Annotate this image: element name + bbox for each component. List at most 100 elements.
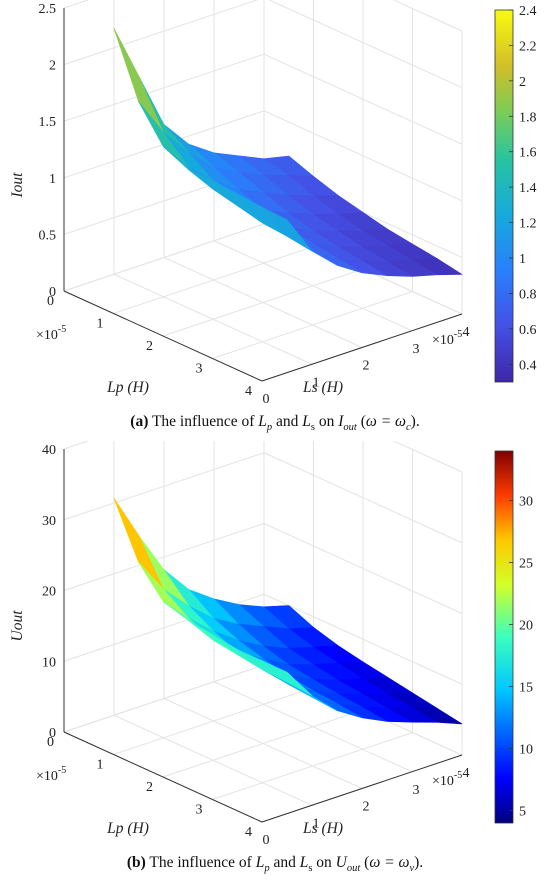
z-tick-label: 2 — [49, 59, 56, 74]
y-axis-exponent-base: ×10 — [36, 328, 58, 343]
y-axis-label: Lp (H) — [106, 820, 149, 837]
x-axis-line — [261, 754, 463, 823]
x-tick-label: 3 — [413, 342, 420, 357]
y-tick-label: 4 — [245, 825, 252, 840]
floor-grid-line — [212, 291, 413, 359]
wall-grid-line — [392, 0, 463, 32]
panel-b: 0 10 20 30 40 0 1 2 3 4 0 1 2 3 4 ×10-5 ×10-5 Uout Lp (H) L… — [0, 441, 550, 881]
y-tick-label: 2 — [146, 780, 153, 795]
y-axis-exponent: ×10-5 — [36, 324, 66, 343]
caption-a: (a) The influence of Lp and Ls on Iout (… — [130, 413, 420, 434]
y-axis-line — [63, 731, 263, 823]
y-tick-label: 4 — [245, 384, 252, 399]
axes — [63, 8, 463, 382]
y-tick-label: 1 — [97, 317, 104, 332]
colorbar — [494, 450, 514, 824]
x-tick-label: 2 — [363, 800, 370, 815]
z-tick-label: 10 — [42, 655, 56, 670]
colorbar-tick-label: 5 — [519, 805, 526, 820]
panel-a: 0 0.5 1 1.5 2 2.5 0 1 2 3 4 0 1 2 3 4 ×10-5 ×10-5 Iout Lp (… — [0, 0, 550, 440]
floor-grid-line — [162, 709, 364, 778]
y-axis-label: Lp (H) — [106, 379, 149, 396]
wall-grid-line — [263, 110, 463, 202]
y-tick-label: 0 — [47, 294, 54, 309]
colorbar-tick-label: 0.6 — [519, 323, 537, 338]
surface — [113, 27, 463, 277]
y-axis-exponent-base: ×10 — [36, 769, 58, 784]
wall-grid-line — [263, 53, 463, 145]
colorbar-tick-label: 10 — [519, 743, 533, 758]
z-tick-label: 1 — [49, 172, 56, 187]
wall-grid-line — [268, 0, 463, 89]
x-tick-label: 0 — [263, 392, 270, 407]
z-tick-label: 2.5 — [39, 2, 57, 17]
axes — [63, 449, 463, 823]
x-axis-exponent: ×10-5 — [432, 770, 462, 789]
y-tick-label: 3 — [196, 803, 203, 818]
x-tick-label: 4 — [463, 766, 470, 781]
y-axis-line — [63, 290, 263, 382]
z-tick-label: 30 — [42, 514, 56, 529]
z-tick-label: 40 — [42, 443, 56, 458]
surface-patch — [261, 660, 313, 696]
x-axis-label: Ls (H) — [302, 820, 343, 837]
x-tick-label: 3 — [413, 783, 420, 798]
wall-grid-line — [263, 523, 463, 614]
colorbar-tick-label: 20 — [519, 619, 533, 634]
wall-grid-line — [63, 664, 265, 733]
y-tick-label: 1 — [97, 758, 104, 773]
y-tick-label: 0 — [47, 735, 54, 750]
wall-grid-line — [263, 593, 463, 685]
wall-grid-line — [63, 53, 265, 122]
x-tick-label: 0 — [263, 833, 270, 848]
z-tick-label: 0 — [49, 726, 56, 741]
colorbar-tick-label: 25 — [519, 557, 533, 572]
colorbar-tick-label: 1.4 — [519, 181, 537, 196]
colorbar-ticks: 0.4 0.6 0.8 1 1.2 1.4 1.6 1.8 2 2.2 2.4 — [509, 4, 537, 373]
colorbar-tick-label: 1.6 — [519, 146, 537, 161]
wall-grid-line — [63, 452, 265, 521]
colorbar-tick-label: 2.4 — [519, 4, 537, 19]
colorbar-tick-label: 2 — [519, 75, 526, 90]
surface-patch — [113, 27, 164, 133]
z-tick-label: 0.5 — [39, 228, 57, 243]
x-axis-exponent: ×10-5 — [432, 329, 462, 348]
wall-grid-line — [63, 223, 265, 292]
z-tick-label: 20 — [42, 585, 56, 600]
z-tick-label: 0 — [49, 285, 56, 300]
y-axis-exponent-power: -5 — [58, 324, 66, 335]
x-tick-label: 4 — [463, 325, 470, 340]
floor-grid-line — [113, 246, 314, 314]
wall-grid-line — [392, 441, 463, 473]
z-tick-label: 1.5 — [39, 115, 57, 130]
colorbar-tick-label: 0.8 — [519, 287, 537, 302]
wall-grid-line — [63, 523, 265, 591]
y-tick-label: 3 — [196, 362, 203, 377]
floor-grid-line — [162, 268, 364, 337]
wall-grid-line — [63, 0, 259, 66]
caption-b: (b) The influence of Lp and Ls on Uout (… — [126, 854, 424, 875]
z-axis-label: Uout — [9, 610, 26, 642]
x-axis-line — [261, 313, 463, 382]
colorbar — [494, 9, 514, 383]
colorbar-tick-label: 2.2 — [519, 39, 537, 54]
y-axis-exponent: ×10-5 — [36, 765, 66, 784]
colorbar-tick-label: 1.2 — [519, 217, 537, 232]
colorbar-ticks: 5 10 15 20 25 30 — [509, 495, 533, 820]
x-tick-label: 1 — [313, 375, 320, 390]
x-tick-label: 1 — [313, 816, 320, 831]
x-axis-exponent-power: -5 — [454, 329, 462, 340]
surface-patch — [113, 497, 164, 590]
floor-grid-line — [113, 687, 314, 755]
colorbar-tick-label: 0.4 — [519, 358, 537, 373]
floor-grid-line — [212, 732, 413, 800]
surface-patch — [261, 207, 313, 252]
x-axis-exponent-power: -5 — [454, 770, 462, 781]
x-tick-label: 2 — [363, 359, 370, 374]
colorbar-tick-label: 1.8 — [519, 110, 537, 125]
y-tick-label: 2 — [146, 339, 153, 354]
y-axis-exponent-power: -5 — [58, 765, 66, 776]
